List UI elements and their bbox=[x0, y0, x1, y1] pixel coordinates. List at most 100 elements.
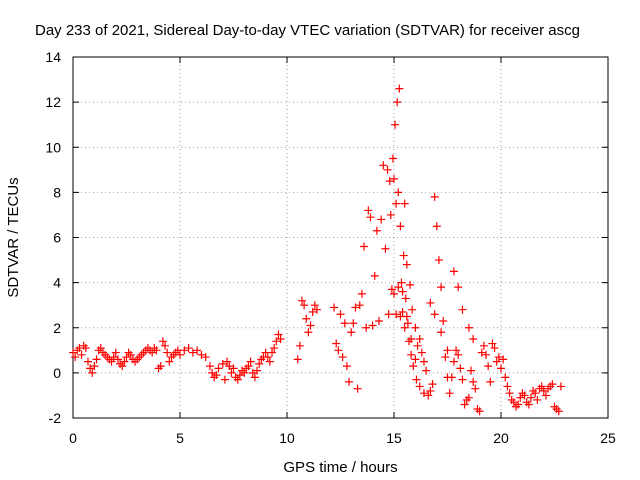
data-point bbox=[111, 348, 120, 357]
y-axis-label: SDTVAR / TECUs bbox=[5, 177, 22, 297]
data-point bbox=[393, 98, 402, 107]
data-point bbox=[501, 373, 510, 382]
data-point bbox=[308, 307, 317, 316]
data-point bbox=[394, 188, 403, 197]
data-point bbox=[176, 350, 184, 359]
data-point bbox=[539, 386, 548, 395]
data-point bbox=[439, 316, 448, 325]
data-point bbox=[180, 346, 189, 355]
data-point bbox=[83, 357, 92, 366]
data-point bbox=[312, 305, 321, 314]
data-point bbox=[409, 362, 418, 371]
data-point bbox=[396, 222, 405, 231]
data-point bbox=[347, 328, 356, 337]
data-point bbox=[488, 339, 497, 348]
data-point bbox=[392, 310, 401, 319]
y-tick-label: -2 bbox=[49, 410, 62, 426]
data-point bbox=[454, 283, 463, 292]
data-point bbox=[152, 346, 161, 355]
data-point bbox=[293, 355, 302, 364]
data-point bbox=[163, 348, 172, 357]
data-point bbox=[454, 350, 463, 359]
data-point bbox=[250, 373, 259, 382]
data-point bbox=[452, 346, 461, 355]
data-point bbox=[509, 398, 518, 407]
data-point bbox=[165, 357, 174, 366]
data-point bbox=[88, 368, 97, 377]
data-point bbox=[351, 303, 360, 312]
data-point bbox=[541, 391, 550, 400]
data-point bbox=[246, 357, 255, 366]
x-tick-label: 20 bbox=[493, 430, 509, 446]
data-point bbox=[362, 323, 371, 332]
data-point bbox=[297, 296, 306, 305]
data-point bbox=[490, 344, 499, 353]
data-point bbox=[499, 355, 508, 364]
data-point bbox=[272, 337, 281, 346]
data-point bbox=[118, 362, 127, 371]
data-point bbox=[419, 389, 428, 398]
data-point bbox=[379, 161, 388, 170]
data-point bbox=[342, 362, 351, 371]
data-point bbox=[492, 357, 501, 366]
data-point bbox=[201, 353, 210, 362]
data-point bbox=[227, 368, 236, 377]
y-tick-label: 4 bbox=[53, 275, 61, 291]
data-point bbox=[533, 395, 542, 404]
data-point bbox=[401, 294, 410, 303]
data-point bbox=[398, 307, 407, 316]
data-point bbox=[158, 337, 167, 346]
data-point bbox=[411, 323, 420, 332]
data-point bbox=[449, 357, 458, 366]
data-point bbox=[403, 319, 412, 328]
data-point bbox=[197, 350, 206, 359]
data-point bbox=[340, 319, 349, 328]
data-point bbox=[399, 251, 408, 260]
x-axis-label: GPS time / hours bbox=[283, 459, 397, 476]
data-point bbox=[548, 380, 557, 389]
data-point bbox=[383, 165, 392, 174]
x-tick-label: 15 bbox=[386, 430, 402, 446]
data-point bbox=[253, 366, 262, 375]
data-point bbox=[400, 323, 409, 332]
data-point bbox=[514, 400, 523, 409]
data-point bbox=[443, 346, 452, 355]
data-point bbox=[417, 348, 426, 357]
data-point bbox=[205, 362, 214, 371]
data-point bbox=[368, 321, 377, 330]
data-point bbox=[445, 389, 454, 398]
data-point bbox=[220, 375, 229, 384]
data-point bbox=[310, 301, 319, 310]
data-point bbox=[265, 357, 274, 366]
data-point bbox=[477, 348, 486, 357]
data-point bbox=[482, 350, 491, 359]
y-tick-label: 10 bbox=[45, 139, 61, 155]
data-point bbox=[428, 380, 437, 389]
data-point bbox=[447, 373, 456, 382]
data-point bbox=[69, 348, 77, 357]
data-point bbox=[426, 386, 435, 395]
data-point bbox=[96, 344, 105, 353]
data-point bbox=[122, 353, 131, 362]
data-point bbox=[437, 283, 446, 292]
data-point bbox=[437, 328, 446, 337]
axis-ticks: 0 5 10 15 20 25 -2 0 2 4 6 8 10 12 14 bbox=[45, 49, 616, 446]
data-point bbox=[71, 353, 80, 362]
data-point bbox=[90, 362, 99, 371]
data-point bbox=[375, 316, 384, 325]
data-point bbox=[419, 357, 428, 366]
data-point bbox=[484, 362, 493, 371]
data-point bbox=[240, 368, 249, 377]
data-point bbox=[411, 355, 420, 364]
x-tick-label: 10 bbox=[279, 430, 295, 446]
data-point bbox=[148, 348, 157, 357]
data-point bbox=[486, 377, 495, 386]
data-point bbox=[520, 391, 529, 400]
data-point bbox=[408, 305, 417, 314]
data-point bbox=[516, 393, 525, 402]
data-point bbox=[503, 382, 512, 391]
data-point bbox=[274, 330, 283, 339]
data-point bbox=[469, 335, 478, 344]
data-point bbox=[398, 287, 407, 296]
